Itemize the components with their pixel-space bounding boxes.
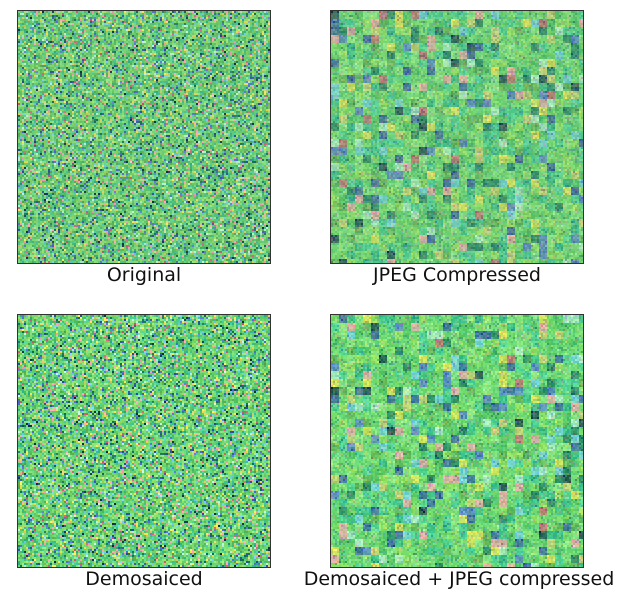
caption-original: Original xyxy=(106,264,182,286)
caption-jpeg-compressed: JPEG Compressed xyxy=(373,264,541,286)
caption-demosaiced: Demosaiced xyxy=(85,568,203,590)
noise-image-demosaiced-jpeg xyxy=(331,315,583,567)
caption-demosaiced-jpeg: Demosaiced + JPEG compressed xyxy=(303,568,615,590)
noise-image-demosaiced xyxy=(18,315,270,567)
noise-image-original xyxy=(18,11,270,263)
image-panel-original xyxy=(17,10,271,264)
image-panel-demosaiced xyxy=(17,314,271,568)
image-panel-demosaiced-jpeg xyxy=(330,314,584,568)
noise-image-jpeg-compressed xyxy=(331,11,583,263)
image-panel-jpeg-compressed xyxy=(330,10,584,264)
